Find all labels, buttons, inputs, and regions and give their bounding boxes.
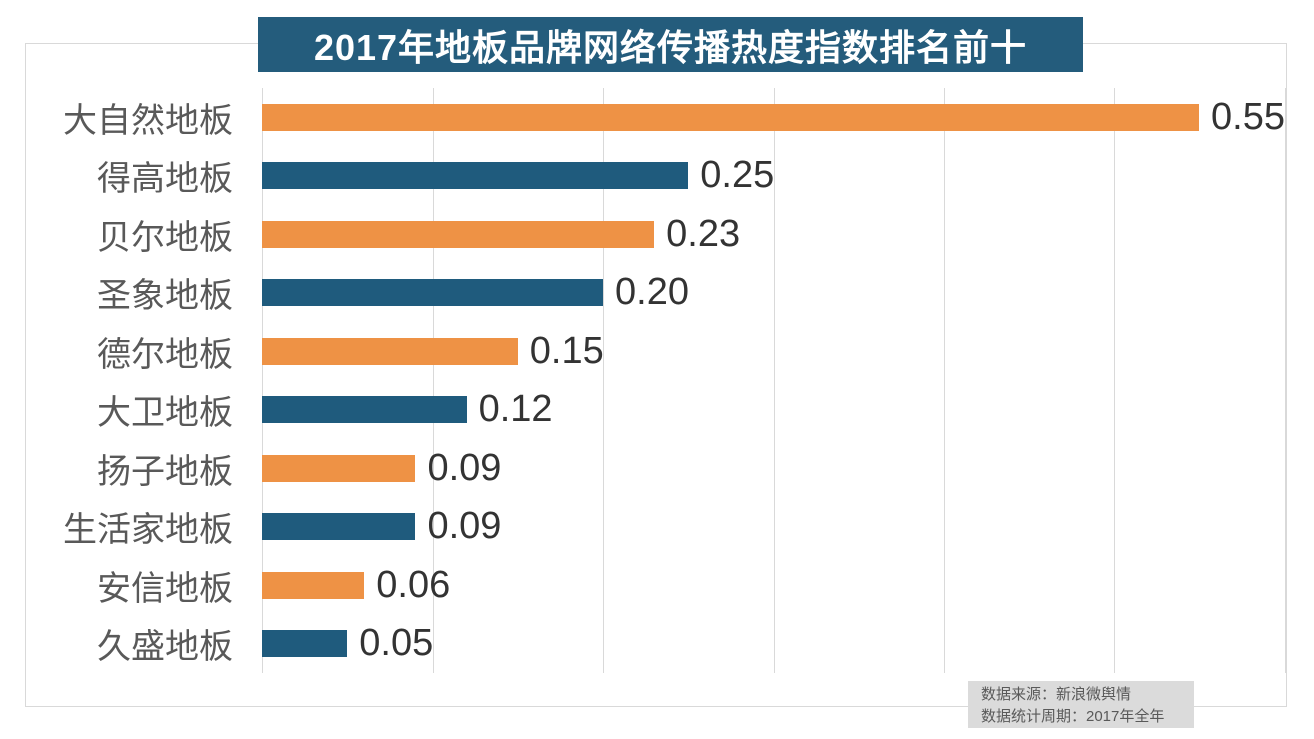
value-label: 0.05 — [359, 622, 434, 665]
plot-area — [262, 88, 1286, 673]
value-label: 0.09 — [427, 446, 502, 489]
chart-row: 圣象地板 0.20 — [0, 264, 1314, 323]
chart-row: 安信地板 0.06 — [0, 556, 1314, 615]
chart-row: 扬子地板 0.09 — [0, 439, 1314, 498]
bar-track: 0.09 — [262, 498, 1285, 557]
value-label: 0.20 — [615, 271, 689, 314]
bar — [262, 513, 416, 541]
data-source-line: 数据来源：新浪微舆情 — [981, 686, 1132, 703]
category-label: 大自然地板 — [63, 101, 233, 140]
bar — [262, 630, 348, 658]
category-label: 德尔地板 — [97, 335, 233, 374]
gridline-0.1 — [432, 88, 434, 673]
bar-track: 0.20 — [262, 264, 1285, 323]
bar — [262, 396, 467, 424]
category-label: 得高地板 — [97, 160, 233, 199]
bar-track: 0.12 — [262, 381, 1285, 440]
chart-row: 得高地板 0.25 — [0, 147, 1314, 206]
category-label: 久盛地板 — [97, 628, 233, 667]
chart-title: 2017年地板品牌网络传播热度指数排名前十 — [258, 17, 1083, 72]
bar — [262, 162, 689, 190]
gridline-0.4 — [944, 88, 945, 673]
bar-track: 0.15 — [262, 322, 1285, 381]
gridline-0.5 — [1114, 88, 1116, 673]
chart-row: 贝尔地板 0.23 — [0, 205, 1314, 264]
category-label: 生活家地板 — [63, 511, 233, 550]
bar — [262, 571, 365, 599]
category-label: 圣象地板 — [97, 277, 233, 316]
category-label: 贝尔地板 — [97, 218, 233, 257]
chart-row: 生活家地板 0.09 — [0, 498, 1314, 557]
bar-track: 0.09 — [262, 439, 1285, 498]
bar — [262, 454, 416, 482]
category-label: 大卫地板 — [97, 394, 233, 433]
chart-row: 大卫地板 0.12 — [0, 381, 1314, 440]
bar-track: 0.05 — [262, 615, 1285, 674]
chart-row: 大自然地板 0.55 — [0, 88, 1314, 147]
bar — [262, 220, 655, 248]
value-label: 0.12 — [478, 388, 553, 431]
bar — [262, 103, 1200, 131]
gridline-0.3 — [773, 88, 775, 673]
category-label: 扬子地板 — [97, 452, 233, 491]
bar-track: 0.25 — [262, 147, 1285, 206]
chart-row: 德尔地板 0.15 — [0, 322, 1314, 381]
bar — [262, 337, 518, 365]
value-label: 0.09 — [427, 505, 502, 548]
value-label: 0.15 — [529, 329, 604, 372]
category-label: 安信地板 — [97, 569, 233, 608]
bar-track: 0.55 — [262, 88, 1285, 147]
value-label: 0.23 — [666, 212, 741, 255]
data-period-line: 数据统计周期：2017年全年 — [981, 708, 1165, 725]
value-label: 0.55 — [1211, 95, 1285, 138]
bar-track: 0.23 — [262, 205, 1285, 264]
value-label: 0.06 — [376, 563, 451, 606]
bar-rows: 大自然地板 0.55 得高地板 0.25 贝尔地板 0.23 圣象地板 — [0, 88, 1314, 673]
gridline-0.0 — [262, 88, 263, 673]
data-source-note: 数据来源：新浪微舆情 数据统计周期：2017年全年 — [968, 681, 1194, 728]
bar-track: 0.06 — [262, 556, 1285, 615]
chart-row: 久盛地板 0.05 — [0, 615, 1314, 674]
gridline-0.6 — [1285, 88, 1286, 673]
bar — [262, 279, 603, 307]
gridline-0.2 — [602, 88, 604, 673]
value-label: 0.25 — [700, 154, 775, 197]
